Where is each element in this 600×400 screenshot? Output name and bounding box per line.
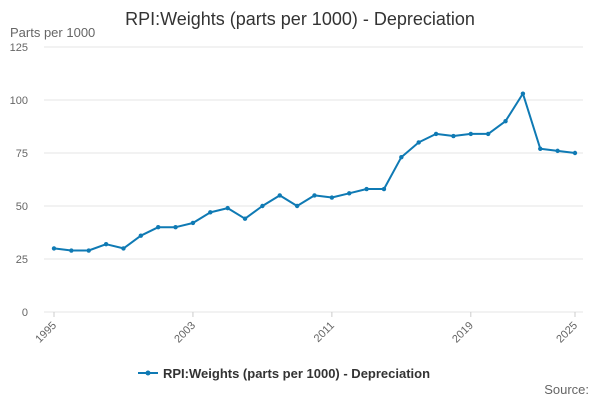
data-point[interactable] [294,203,300,209]
gridlines [44,46,583,313]
y-tick-label: 100 [10,95,28,107]
legend-marker-icon [145,370,151,376]
x-tick-label: 2019 [450,320,476,346]
x-tick-label: 2003 [172,320,198,346]
data-point[interactable] [103,241,109,247]
data-point[interactable] [416,140,421,145]
source-label: Source: [544,382,589,397]
y-tick-label: 25 [16,254,28,266]
y-axis-label: Parts per 1000 [10,25,95,40]
data-point[interactable] [156,225,161,230]
data-point[interactable] [121,246,126,251]
data-point[interactable] [485,131,491,137]
legend[interactable]: RPI:Weights (parts per 1000) - Depreciat… [138,366,430,381]
x-axis-ticks: 1995 2003 2011 2019 2025 [33,312,580,345]
y-tick-label: 75 [16,148,28,160]
data-point[interactable] [572,150,578,156]
legend-label: RPI:Weights (parts per 1000) - Depreciat… [163,366,430,381]
series-line [51,91,578,253]
x-tick-label: 2011 [312,320,337,345]
data-point[interactable] [260,203,265,209]
data-point[interactable] [451,133,456,139]
chart-title: RPI:Weights (parts per 1000) - Depreciat… [125,9,475,29]
data-point[interactable] [433,131,439,137]
data-point[interactable] [242,216,248,221]
data-point[interactable] [225,205,230,211]
y-tick-label: 0 [22,307,28,319]
data-point[interactable] [69,248,74,253]
data-point[interactable] [364,186,369,192]
x-tick-label: 1995 [33,320,59,346]
data-point[interactable] [520,91,526,96]
data-point[interactable] [86,248,91,253]
y-axis-ticks: 0 25 50 75 100 125 [10,42,28,319]
data-point[interactable] [277,193,282,198]
data-point[interactable] [503,119,508,124]
data-point[interactable] [190,220,196,226]
data-point[interactable] [173,225,178,230]
x-tick-label: 2025 [554,320,580,346]
data-point[interactable] [468,131,473,137]
data-point[interactable] [208,210,213,215]
data-point[interactable] [312,193,317,198]
y-tick-label: 125 [10,42,28,54]
data-point[interactable] [538,146,543,151]
data-point[interactable] [347,191,352,196]
series-line-0 [53,92,576,252]
data-point[interactable] [555,148,560,154]
data-point[interactable] [399,155,404,160]
y-tick-label: 50 [16,201,28,213]
data-point[interactable] [381,186,387,192]
data-point[interactable] [51,246,57,251]
data-point[interactable] [138,233,144,238]
data-point[interactable] [329,195,335,200]
